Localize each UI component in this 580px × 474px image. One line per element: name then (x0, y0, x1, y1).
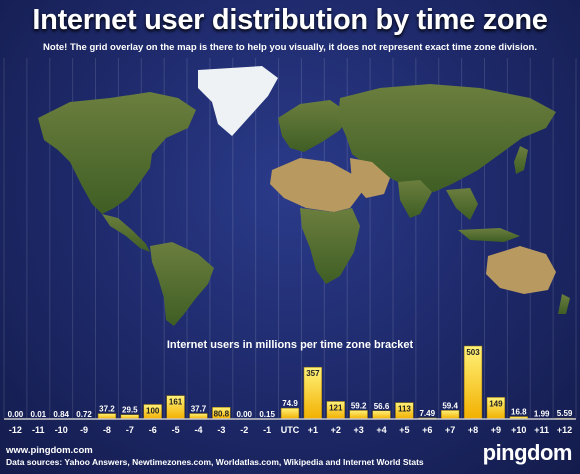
page-title: Internet user distribution by time zone (32, 4, 548, 36)
bar-value-label: 113 (398, 405, 411, 414)
category-label: -11 (32, 425, 45, 435)
bar-value-label: 0.15 (259, 410, 275, 419)
category-label: +1 (308, 425, 318, 435)
bar (349, 410, 368, 420)
bar-value-label: 5.59 (557, 409, 573, 418)
pingdom-logo: pingdom (482, 440, 573, 465)
world-map (38, 66, 570, 326)
footer-url: www.pingdom.com (6, 445, 93, 456)
category-label: +12 (557, 425, 572, 435)
category-label: +8 (468, 425, 478, 435)
bar-value-label: 37.2 (99, 405, 115, 414)
greenland-landmass (198, 66, 278, 136)
category-label: -3 (217, 425, 225, 435)
bar-value-label: 16.8 (511, 408, 527, 417)
category-label: -2 (240, 425, 248, 435)
africa-south-landmass (300, 208, 360, 284)
category-label: -12 (9, 425, 22, 435)
bar-value-label: 74.9 (282, 399, 298, 408)
bar-value-label: 100 (146, 406, 160, 415)
bar-value-label: 37.7 (191, 405, 207, 414)
category-label: +11 (534, 425, 549, 435)
japan-landmass (514, 146, 528, 174)
category-label: +9 (491, 425, 501, 435)
europe-landmass (278, 100, 350, 152)
category-label: -8 (103, 425, 111, 435)
category-label: +5 (399, 425, 409, 435)
chart-title: Internet users in millions per time zone… (166, 339, 414, 351)
bar-value-label: 121 (329, 403, 343, 412)
category-label: -9 (80, 425, 88, 435)
bar-value-label: 357 (306, 369, 320, 378)
category-label: -7 (126, 425, 134, 435)
new-zealand-landmass (558, 294, 570, 314)
bar-value-label: 0.84 (53, 410, 69, 419)
bar-value-label: 59.4 (442, 401, 458, 410)
south-america-landmass (150, 242, 214, 326)
category-label: -1 (263, 425, 271, 435)
bar-value-label: 59.2 (351, 401, 367, 410)
bar-value-label: 7.49 (419, 409, 435, 418)
middle-east-landmass (350, 158, 390, 198)
category-label: -4 (194, 425, 202, 435)
bar-value-label: 1.99 (534, 410, 550, 419)
bar-chart: 0.00 -12 0.01 -11 0.84 -10 0.72 -9 37.2 -8 29.5 -7 1… (4, 345, 576, 435)
bar (97, 413, 117, 420)
category-label: UTC (281, 425, 300, 435)
category-label: -6 (149, 425, 157, 435)
southeast-asia-landmass (446, 188, 478, 220)
category-label: -10 (55, 425, 68, 435)
central-america-landmass (102, 214, 150, 252)
north-america-landmass (38, 92, 196, 214)
bar-value-label: 503 (466, 348, 480, 357)
bar-value-label: 149 (489, 399, 503, 408)
bar-value-label: 0.00 (236, 410, 252, 419)
bar (280, 407, 300, 420)
bar-value-label: 56.6 (374, 402, 390, 411)
india-landmass (398, 180, 432, 218)
asia-landmass (338, 84, 556, 192)
category-label: +4 (376, 425, 386, 435)
bar-value-label: 0.72 (76, 410, 92, 419)
bar-value-label: 29.5 (122, 406, 138, 415)
category-label: +6 (422, 425, 432, 435)
bar-value-label: 0.00 (8, 410, 24, 419)
category-label: +7 (445, 425, 455, 435)
bar (440, 410, 460, 420)
category-label: +2 (331, 425, 341, 435)
data-sources: Data sources: Yahoo Answers, Newtimezone… (6, 457, 424, 467)
australia-landmass (486, 246, 556, 294)
category-label: -5 (172, 425, 180, 435)
indonesia-landmass (458, 228, 520, 242)
bar-value-label: 0.01 (31, 410, 47, 419)
africa-landmass (270, 158, 362, 212)
grid-note: Note! The grid overlay on the map is the… (43, 42, 537, 53)
category-label: +3 (354, 425, 364, 435)
bar (189, 413, 208, 420)
category-label: +10 (511, 425, 526, 435)
bar-value-label: 161 (169, 398, 183, 407)
bar-value-label: 80.8 (214, 409, 230, 418)
bar (372, 410, 391, 420)
